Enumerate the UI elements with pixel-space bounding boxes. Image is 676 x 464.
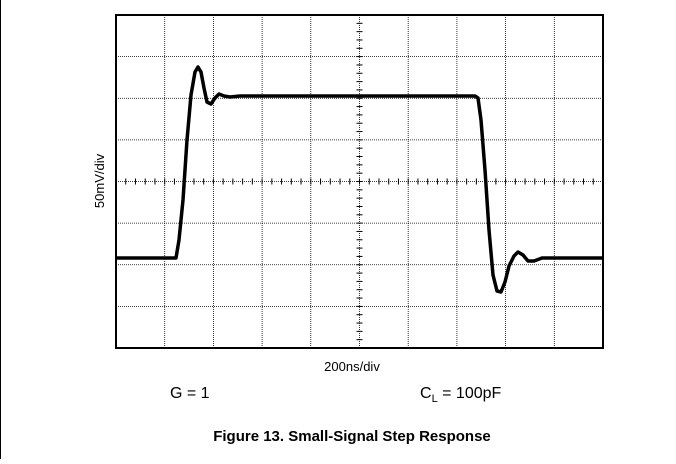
load-value: = 100pF (438, 385, 502, 402)
load-subscript: L (432, 393, 438, 405)
load-symbol: C (420, 385, 432, 402)
gain-condition: G = 1 (170, 385, 210, 402)
load-condition: CL = 100pF (420, 385, 502, 405)
figure-caption: Figure 13. Small-Signal Step Response (213, 428, 491, 445)
x-axis-label: 200ns/div (324, 359, 380, 374)
waveform-trace (116, 65, 603, 294)
scope-frame (115, 14, 604, 349)
scope-grid (116, 15, 603, 348)
y-axis-label: 50mV/div (92, 153, 107, 208)
